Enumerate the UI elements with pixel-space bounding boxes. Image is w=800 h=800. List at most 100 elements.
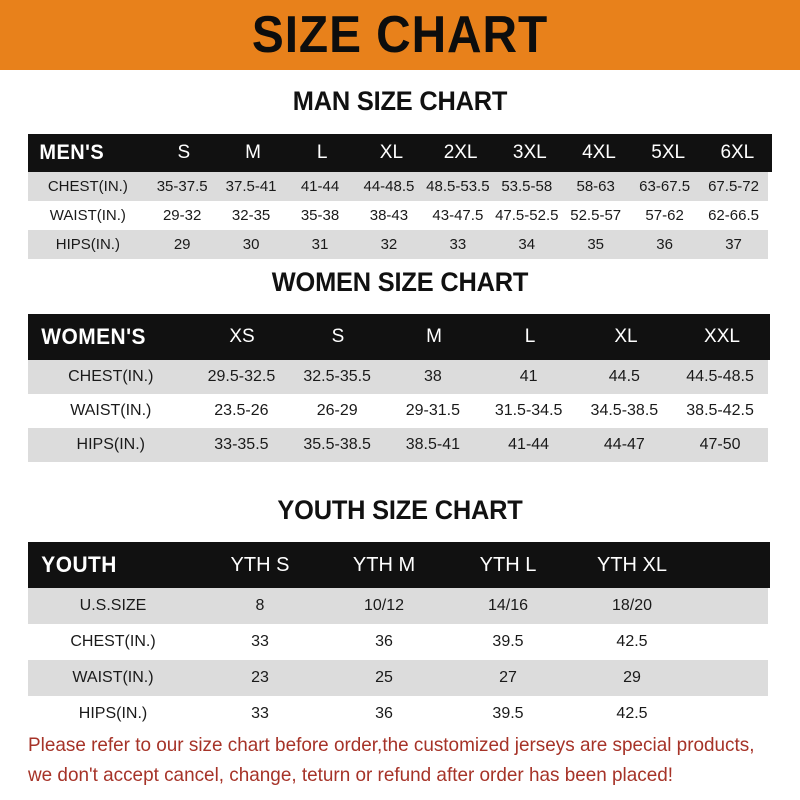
table-cell: 67.5-72 <box>708 178 759 195</box>
column-header-s: S <box>177 142 191 163</box>
table-cell: 26-29 <box>316 402 358 419</box>
table-cell: 14/16 <box>487 597 529 614</box>
row-label: CHEST(IN.) <box>70 633 156 650</box>
table-cell: 58-63 <box>576 178 615 195</box>
women-table-header-row: WOMEN'S XS S M L XL XXL <box>28 314 770 360</box>
table-cell: 37.5-41 <box>225 178 277 195</box>
table-row: CHEST(IN.) 35-37.5 37.5-41 41-44 44-48.5 48.5… <box>28 172 768 201</box>
table-cell: 27 <box>499 669 517 686</box>
column-header-yth-l: YTH L <box>479 553 537 576</box>
table-cell: 39.5 <box>492 705 524 722</box>
table-cell: 36 <box>656 236 673 253</box>
table-cell: 47.5-52.5 <box>495 207 559 224</box>
youth-size-table: YOUTH YTH S YTH M YTH L YTH XL U.S.SIZE 8 10/12… <box>28 542 770 732</box>
row-label: WAIST(IN.) <box>72 669 154 686</box>
table-cell: 32.5-35.5 <box>303 368 371 385</box>
row-label: WAIST(IN.) <box>49 207 126 224</box>
man-section-title: MAN SIZE CHART <box>292 86 508 116</box>
table-cell: 44-48.5 <box>363 178 415 195</box>
table-cell: 33-35.5 <box>214 436 269 453</box>
table-cell: 29.5-32.5 <box>207 368 276 385</box>
row-label: CHEST(IN.) <box>47 178 128 195</box>
disclaimer-line-2: we don't accept cancel, change, teturn o… <box>28 764 674 786</box>
row-label: WAIST(IN.) <box>70 402 152 419</box>
column-header-2xl: 2XL <box>443 142 478 163</box>
column-header-yth-xl: YTH XL <box>596 553 668 576</box>
table-cell: 38.5-41 <box>405 436 461 453</box>
column-header-xxl: XXL <box>704 326 740 347</box>
column-header-l: L <box>316 142 328 163</box>
column-header-l: L <box>524 326 536 347</box>
column-header-3xl: 3XL <box>512 142 547 163</box>
table-cell: 29-31.5 <box>405 402 461 419</box>
page-banner: SIZE CHART <box>0 0 800 70</box>
table-cell: 39.5 <box>492 633 524 650</box>
man-size-table: MEN'S S M L XL 2XL 3XL 4XL 5XL 6XL CHEST(IN.) 35-37… <box>28 134 772 259</box>
table-cell: 41 <box>519 368 538 385</box>
table-cell: 47-50 <box>699 436 741 453</box>
table-cell: 38-43 <box>369 207 409 224</box>
table-cell: 36 <box>375 633 393 650</box>
row-label: U.S.SIZE <box>79 597 147 614</box>
table-row: WAIST(IN.) 29-32 32-35 35-38 38-43 43-47.5 47.… <box>28 201 768 230</box>
table-cell: 31 <box>311 236 329 253</box>
women-size-table: WOMEN'S XS S M L XL XXL CHEST(IN.) 29.5-32.5 32.5… <box>28 314 770 462</box>
table-row: WAIST(IN.) 23.5-26 26-29 29-31.5 31.5-34.5 34… <box>28 394 768 428</box>
table-cell: 10/12 <box>363 597 405 614</box>
youth-section-title: YOUTH SIZE CHART <box>277 495 523 525</box>
table-cell: 57-62 <box>645 207 684 224</box>
table-cell: 18/20 <box>611 597 653 614</box>
table-cell: 34 <box>518 236 536 253</box>
table-cell: 35-38 <box>300 207 340 224</box>
page-title: SIZE CHART <box>251 6 549 64</box>
table-row: HIPS(IN.) 29 30 31 32 33 34 35 36 37 <box>28 230 768 259</box>
men-table-header-row: MEN'S S M L XL 2XL 3XL 4XL 5XL 6XL <box>28 134 772 172</box>
table-cell: 35 <box>587 236 605 253</box>
table-cell: 8 <box>255 597 265 614</box>
table-row: HIPS(IN.) 33-35.5 35.5-38.5 38.5-41 41-44 44-… <box>28 428 768 462</box>
table-cell: 41-44 <box>300 178 340 195</box>
table-cell: 44.5 <box>608 368 640 385</box>
column-header-xl: XL <box>379 142 404 163</box>
table-row: U.S.SIZE 8 10/12 14/16 18/20 <box>28 588 768 624</box>
table-cell: 35.5-38.5 <box>303 436 371 453</box>
table-cell: 29 <box>623 669 641 686</box>
table-cell: 29-32 <box>162 207 202 224</box>
table-cell: 63-67.5 <box>639 178 691 195</box>
table-cell: 33 <box>449 236 467 253</box>
table-cell: 30 <box>242 236 260 253</box>
women-section-title: WOMEN SIZE CHART <box>271 267 529 297</box>
column-header-6xl: 6XL <box>720 142 755 163</box>
women-table-header-label: WOMEN'S <box>41 324 146 349</box>
row-label: HIPS(IN.) <box>55 236 120 253</box>
table-row: CHEST(IN.) 33 36 39.5 42.5 <box>28 624 768 660</box>
row-label: HIPS(IN.) <box>78 705 148 722</box>
table-cell: 41-44 <box>508 436 550 453</box>
column-header-m: M <box>245 142 261 163</box>
table-cell: 62-66.5 <box>708 207 759 224</box>
row-label: HIPS(IN.) <box>76 436 145 453</box>
table-cell: 53.5-58 <box>501 178 553 195</box>
table-cell: 35-37.5 <box>156 178 208 195</box>
column-header-yth-m: YTH M <box>352 553 416 576</box>
table-row: HIPS(IN.) 33 36 39.5 42.5 <box>28 696 768 732</box>
table-cell: 48.5-53.5 <box>426 178 490 195</box>
column-header-m: M <box>426 326 442 347</box>
table-cell: 36 <box>375 705 393 722</box>
order-disclaimer: Please refer to our size chart before or… <box>28 730 754 790</box>
column-header-xs: XS <box>229 326 255 347</box>
youth-table-header-row: YOUTH YTH S YTH M YTH L YTH XL <box>28 542 770 588</box>
column-header-xl: XL <box>614 326 638 347</box>
table-row: CHEST(IN.) 29.5-32.5 32.5-35.5 38 41 44.5 44.5… <box>28 360 768 394</box>
table-cell: 32 <box>380 236 398 253</box>
table-row: WAIST(IN.) 23 25 27 29 <box>28 660 768 696</box>
table-cell: 29 <box>173 236 191 253</box>
table-cell: 44-47 <box>603 436 645 453</box>
column-header-yth-s: YTH S <box>230 553 290 576</box>
men-table-header-label: MEN'S <box>39 141 105 164</box>
table-cell: 42.5 <box>616 705 648 722</box>
table-cell: 31.5-34.5 <box>494 402 563 419</box>
table-cell: 34.5-38.5 <box>590 402 659 419</box>
table-cell: 44.5-48.5 <box>686 368 754 385</box>
